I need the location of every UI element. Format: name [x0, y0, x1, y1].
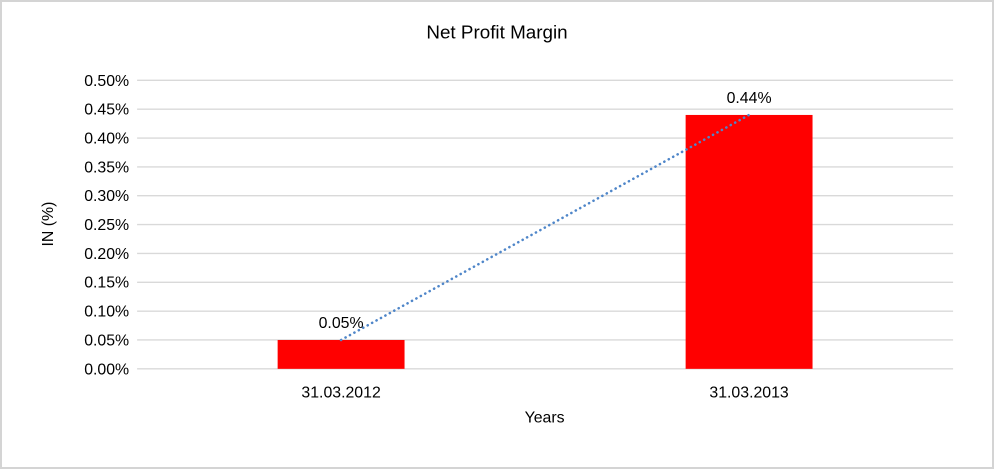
y-tick-label: 0.45% [84, 102, 129, 119]
bar [685, 114, 813, 369]
y-tick-label: 0.10% [84, 304, 129, 321]
trendline [339, 113, 751, 342]
bar-value-labels: 0.05% 0.44% [319, 90, 772, 332]
bar [277, 339, 405, 369]
trendline-group [339, 113, 751, 342]
y-tick-label: 0.20% [84, 246, 129, 263]
y-tick-label: 0.05% [84, 332, 129, 349]
bar-value-label: 0.05% [319, 315, 364, 332]
y-tick-label: 0.35% [84, 159, 129, 176]
x-tick-label: 31.03.2012 [301, 385, 381, 402]
chart-title: Net Profit Margin [426, 22, 567, 43]
x-axis-title: Years [525, 409, 565, 426]
y-tick-label: 0.50% [84, 73, 129, 90]
y-tick-label: 0.30% [84, 188, 129, 205]
y-tick-label: 0.25% [84, 217, 129, 234]
bar-value-label: 0.44% [727, 90, 772, 107]
y-tick-label: 0.00% [84, 361, 129, 378]
y-axis-tick-labels: 0.00% 0.05% 0.10% 0.15% 0.20% 0.25% 0.30% 0.35%… [84, 73, 129, 379]
y-tick-label: 0.40% [84, 130, 129, 147]
y-tick-label: 0.15% [84, 275, 129, 292]
y-axis-title: IN (%) [40, 202, 57, 247]
x-axis-tick-labels: 31.03.2012 31.03.2013 [301, 385, 789, 402]
bar-series [277, 114, 813, 369]
gridlines [137, 79, 954, 370]
x-tick-label: 31.03.2013 [709, 385, 789, 402]
